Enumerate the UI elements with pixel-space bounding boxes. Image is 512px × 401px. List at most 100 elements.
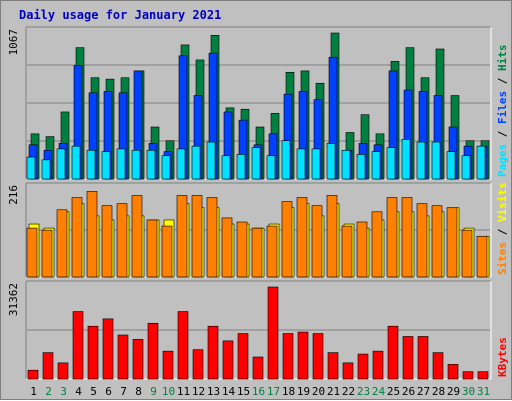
bar-kbytes — [192, 349, 204, 380]
y-max-label: 1067 — [7, 29, 20, 56]
x-tick-label: 24 — [372, 385, 386, 398]
legend-entry: / — [496, 222, 509, 242]
bar-kbytes — [432, 352, 444, 380]
bar-kbytes — [222, 340, 234, 380]
bar-sites — [26, 227, 38, 278]
legend-entry: KBytes — [496, 337, 509, 377]
x-tick-label: 8 — [135, 385, 142, 398]
legend-entry: Visits — [496, 182, 509, 222]
x-tick-label: 19 — [297, 385, 310, 398]
bar-sites — [251, 227, 263, 278]
bar-kbytes — [387, 325, 399, 380]
x-tick-label: 21 — [327, 385, 340, 398]
x-tick-label: 11 — [177, 385, 190, 398]
bar-sites — [131, 195, 143, 278]
x-tick-label: 27 — [417, 385, 430, 398]
bar-pages — [176, 148, 186, 180]
x-tick-label: 7 — [120, 385, 127, 398]
bar-pages — [416, 141, 426, 180]
x-tick-label: 23 — [357, 385, 370, 398]
bar-pages — [311, 148, 321, 180]
x-tick-label: 12 — [192, 385, 205, 398]
x-tick-label: 31 — [477, 385, 490, 398]
bar-sites — [416, 203, 428, 278]
bar-sites — [326, 195, 338, 278]
bar-sites — [266, 225, 278, 278]
bar-kbytes — [447, 364, 459, 380]
y-max-label: 216 — [7, 185, 20, 205]
bar-kbytes — [357, 353, 369, 380]
bar-pages — [236, 154, 246, 180]
bar-kbytes — [342, 362, 354, 380]
x-tick-label: 9 — [150, 385, 157, 398]
legend-visits-sites: Sites / Visits — [496, 182, 509, 275]
legend-entry: Sites — [496, 242, 509, 275]
bar-kbytes — [402, 336, 414, 380]
bar-kbytes — [477, 371, 489, 380]
bar-sites — [281, 201, 293, 278]
legend-entry: Pages — [496, 144, 509, 177]
bar-sites — [356, 221, 368, 278]
legend-entry: Hits — [496, 45, 509, 72]
x-tick-label: 20 — [312, 385, 325, 398]
bar-pages — [356, 154, 366, 180]
bar-sites — [401, 197, 413, 278]
bar-pages — [476, 145, 486, 180]
x-tick-label: 1 — [30, 385, 37, 398]
bar-pages — [26, 156, 36, 180]
x-tick-label: 29 — [447, 385, 460, 398]
bar-kbytes — [72, 311, 84, 380]
bar-pages — [146, 149, 156, 180]
bar-kbytes — [147, 322, 159, 380]
bar-pages — [401, 139, 411, 180]
bar-kbytes — [117, 334, 129, 380]
x-tick-label: 30 — [462, 385, 475, 398]
bar-kbytes — [42, 352, 54, 380]
bar-sites — [86, 191, 98, 278]
bar-sites — [386, 197, 398, 278]
bar-sites — [476, 235, 488, 278]
bar-sites — [56, 209, 68, 278]
bar-sites — [236, 221, 248, 278]
bar-sites — [71, 197, 83, 278]
x-tick-label: 3 — [60, 385, 67, 398]
bar-kbytes — [372, 350, 384, 380]
legend-entry: Files — [496, 91, 509, 124]
x-tick-label: 5 — [90, 385, 97, 398]
bar-kbytes — [327, 352, 339, 380]
bar-kbytes — [237, 333, 249, 380]
x-tick-label: 4 — [75, 385, 82, 398]
bar-kbytes — [87, 325, 99, 380]
legend-entry: / — [496, 71, 509, 91]
bar-kbytes — [267, 286, 279, 380]
bar-sites — [341, 225, 353, 278]
bar-kbytes — [57, 362, 69, 380]
x-tick-label: 25 — [387, 385, 400, 398]
x-tick-label: 13 — [207, 385, 220, 398]
bar-sites — [146, 219, 158, 278]
bar-pages — [296, 148, 306, 180]
bar-pages — [371, 151, 381, 180]
bar-pages — [446, 151, 456, 180]
bar-sites — [41, 229, 53, 278]
bar-kbytes — [417, 336, 429, 380]
bar-kbytes — [462, 371, 474, 380]
bar-pages — [131, 149, 141, 180]
legend-kbytes: KBytes — [496, 337, 509, 377]
x-tick-label: 18 — [282, 385, 295, 398]
y-max-label: 31362 — [7, 283, 20, 316]
bar-pages — [116, 148, 126, 180]
bar-sites — [431, 205, 443, 278]
bar-pages — [326, 143, 336, 180]
x-tick-label: 22 — [342, 385, 355, 398]
bar-sites — [461, 229, 473, 278]
bar-pages — [71, 145, 81, 180]
x-tick-label: 14 — [222, 385, 236, 398]
bar-kbytes — [27, 369, 39, 380]
bar-kbytes — [162, 350, 174, 380]
x-tick-label: 16 — [252, 385, 265, 398]
x-tick-label: 6 — [105, 385, 112, 398]
bar-pages — [191, 145, 201, 180]
bar-kbytes — [252, 356, 264, 380]
